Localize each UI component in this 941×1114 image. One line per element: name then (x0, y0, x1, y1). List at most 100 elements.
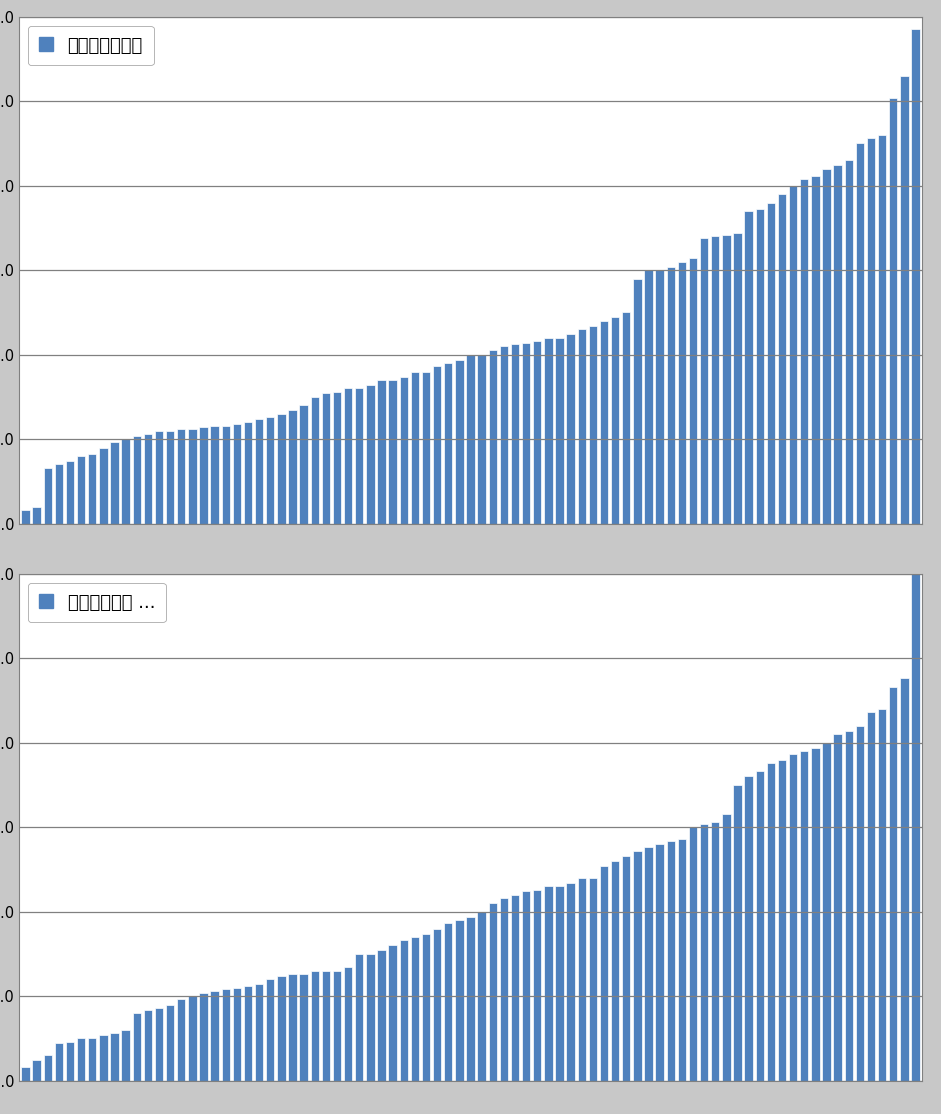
Bar (566, 334, 575, 524)
Bar (166, 1005, 174, 1081)
Bar (822, 743, 831, 1081)
Bar (678, 839, 686, 1081)
Bar (811, 747, 820, 1081)
Bar (566, 883, 575, 1081)
Bar (211, 991, 219, 1081)
Bar (444, 363, 453, 524)
Bar (333, 970, 342, 1081)
Bar (177, 999, 185, 1081)
Bar (656, 270, 663, 524)
Bar (255, 419, 263, 524)
Bar (633, 851, 642, 1081)
Bar (32, 1061, 40, 1081)
Bar (433, 929, 441, 1081)
Bar (288, 974, 296, 1081)
Bar (889, 98, 898, 524)
Bar (333, 392, 342, 524)
Bar (911, 29, 919, 524)
Bar (77, 456, 86, 524)
Bar (255, 985, 263, 1081)
Bar (366, 954, 375, 1081)
Bar (155, 1008, 163, 1081)
Bar (110, 1034, 119, 1081)
Bar (622, 312, 630, 524)
Bar (578, 330, 586, 524)
Bar (522, 343, 531, 524)
Bar (144, 434, 152, 524)
Bar (455, 920, 464, 1081)
Bar (700, 238, 709, 524)
Bar (845, 731, 853, 1081)
Bar (155, 431, 163, 524)
Bar (299, 974, 308, 1081)
Bar (299, 405, 308, 524)
Bar (488, 350, 497, 524)
Bar (500, 346, 508, 524)
Bar (43, 1055, 52, 1081)
Bar (344, 967, 352, 1081)
Bar (767, 203, 775, 524)
Bar (711, 822, 720, 1081)
Bar (133, 436, 141, 524)
Bar (199, 993, 208, 1081)
Bar (121, 439, 130, 524)
Bar (744, 776, 753, 1081)
Bar (400, 377, 407, 524)
Bar (845, 160, 853, 524)
Bar (32, 507, 40, 524)
Bar (400, 940, 407, 1081)
Bar (700, 823, 709, 1081)
Bar (722, 235, 730, 524)
Bar (878, 709, 886, 1081)
Bar (733, 785, 742, 1081)
Bar (66, 1042, 74, 1081)
Bar (99, 1035, 107, 1081)
Bar (511, 895, 519, 1081)
Bar (789, 186, 797, 524)
Bar (534, 341, 541, 524)
Bar (666, 266, 675, 524)
Bar (855, 726, 864, 1081)
Bar (410, 937, 419, 1081)
Bar (878, 135, 886, 524)
Bar (744, 211, 753, 524)
Bar (110, 442, 119, 524)
Bar (622, 856, 630, 1081)
Bar (133, 1013, 141, 1081)
Bar (666, 841, 675, 1081)
Bar (266, 979, 275, 1081)
Bar (22, 510, 30, 524)
Bar (322, 393, 330, 524)
Bar (43, 468, 52, 524)
Bar (477, 354, 486, 524)
Bar (901, 678, 909, 1081)
Bar (855, 144, 864, 524)
Bar (232, 424, 241, 524)
Bar (389, 380, 397, 524)
Bar (544, 338, 552, 524)
Bar (911, 574, 919, 1081)
Bar (311, 397, 319, 524)
Bar (422, 371, 430, 524)
Bar (822, 168, 831, 524)
Bar (144, 1009, 152, 1081)
Bar (834, 734, 842, 1081)
Bar (266, 417, 275, 524)
Bar (867, 138, 875, 524)
Bar (278, 976, 285, 1081)
Bar (767, 763, 775, 1081)
Bar (589, 326, 597, 524)
Bar (645, 270, 653, 524)
Bar (756, 771, 764, 1081)
Bar (366, 385, 375, 524)
Bar (578, 878, 586, 1081)
Bar (88, 455, 96, 524)
Bar (778, 760, 786, 1081)
Bar (232, 988, 241, 1081)
Bar (77, 1038, 86, 1081)
Bar (355, 389, 363, 524)
Bar (500, 898, 508, 1081)
Bar (166, 431, 174, 524)
Bar (433, 367, 441, 524)
Bar (221, 989, 230, 1081)
